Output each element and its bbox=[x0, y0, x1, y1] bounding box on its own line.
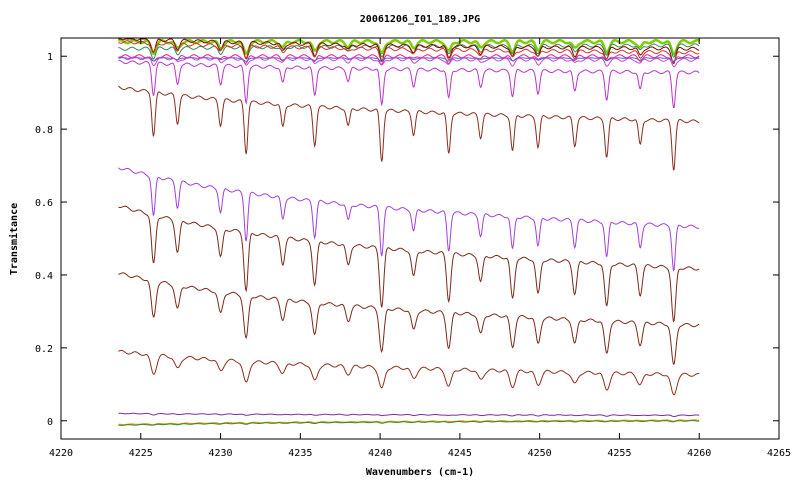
series-line bbox=[118, 205, 700, 323]
y-tick-label: 0.6 bbox=[35, 198, 53, 209]
series-line bbox=[118, 349, 700, 396]
series-line bbox=[118, 38, 700, 65]
series-line bbox=[118, 59, 700, 108]
x-tick-label: 4260 bbox=[687, 448, 711, 459]
series-line bbox=[118, 56, 700, 68]
y-axis-label: Transmitance bbox=[8, 203, 20, 275]
series-layer bbox=[117, 38, 700, 426]
x-tick-label: 4245 bbox=[448, 448, 472, 459]
series-line bbox=[118, 167, 700, 272]
y-axis: 0 0.2 0.4 0.6 0.8 1 bbox=[35, 52, 779, 428]
series-line bbox=[118, 419, 700, 426]
x-tick-label: 4240 bbox=[368, 448, 392, 459]
x-tick-label: 4250 bbox=[528, 448, 552, 459]
chart-title: 20061206_I01_189.JPG bbox=[360, 14, 480, 25]
series-line bbox=[118, 412, 700, 417]
x-tick-label: 4235 bbox=[288, 448, 312, 459]
plot-frame bbox=[60, 37, 780, 440]
x-tick-label: 4225 bbox=[129, 448, 153, 459]
y-tick-label: 0.8 bbox=[35, 125, 53, 136]
series-line bbox=[118, 85, 700, 171]
y-tick-label: 0 bbox=[47, 417, 53, 428]
y-tick-label: 0.2 bbox=[35, 344, 53, 355]
x-axis: 4220 4225 4230 4235 4240 4245 4250 4255 4260 4265 bbox=[49, 38, 791, 459]
x-tick-label: 4230 bbox=[209, 448, 233, 459]
series-line bbox=[118, 40, 700, 64]
x-tick-label: 4265 bbox=[767, 448, 791, 459]
x-axis-label: Wavenumbers (cm-1) bbox=[366, 467, 474, 478]
y-tick-label: 1 bbox=[47, 52, 53, 63]
x-tick-label: 4255 bbox=[607, 448, 631, 459]
series-line bbox=[118, 272, 700, 365]
x-tick-label: 4220 bbox=[49, 448, 73, 459]
y-tick-label: 0.4 bbox=[35, 271, 53, 282]
series-line bbox=[118, 420, 700, 426]
